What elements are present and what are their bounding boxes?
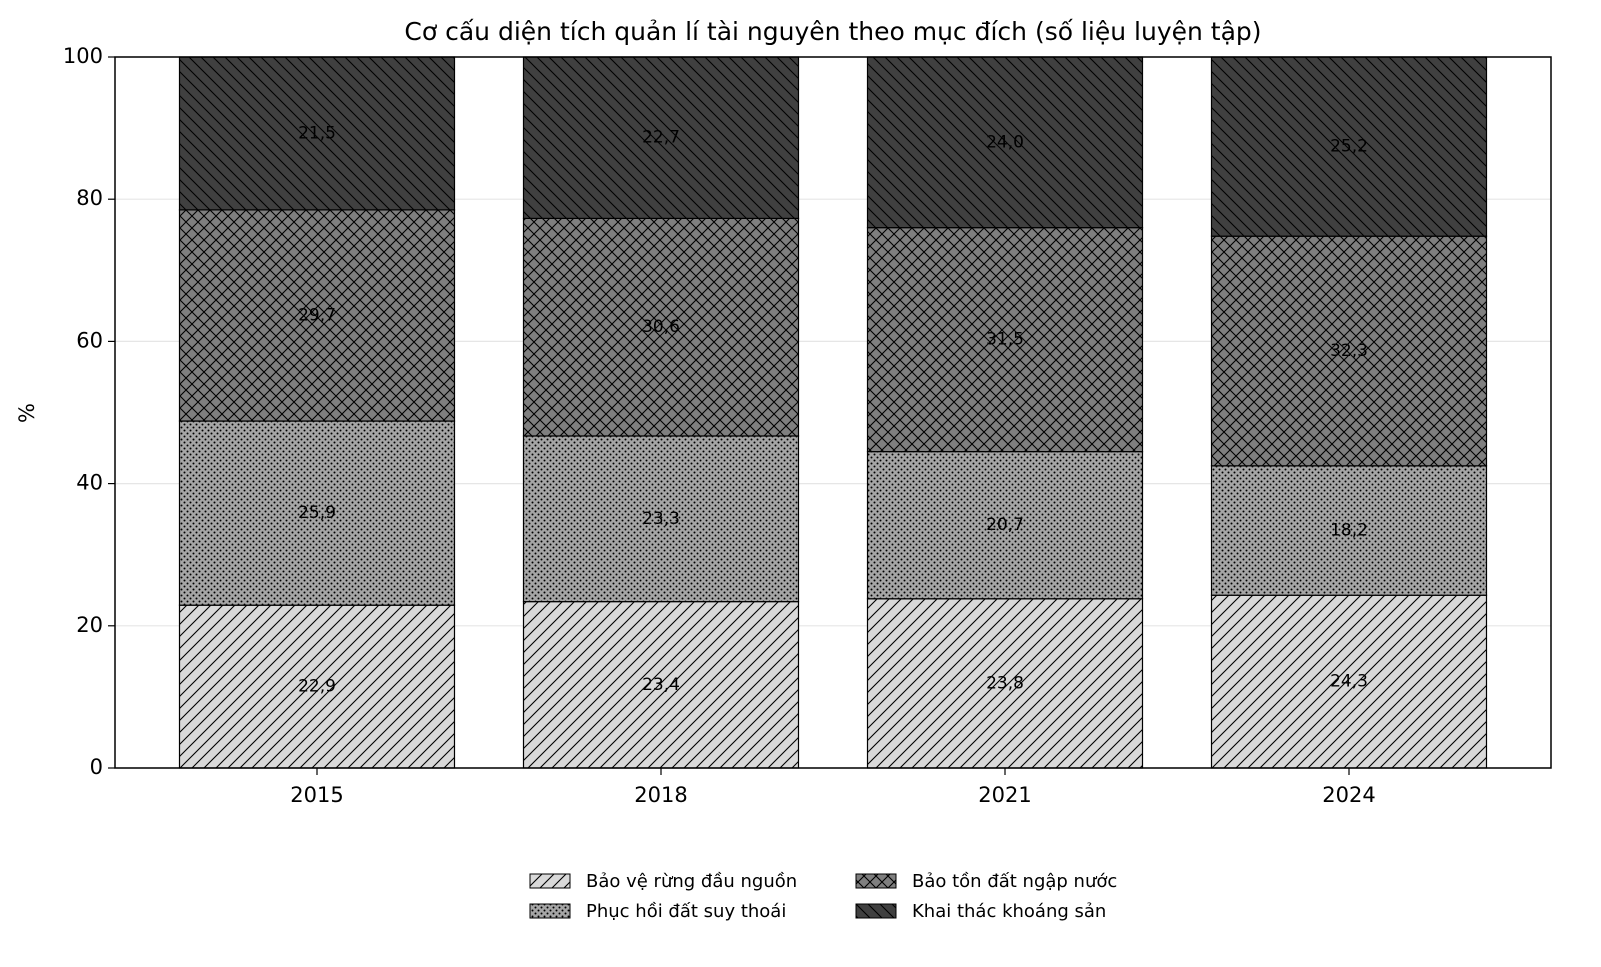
legend-swatch — [855, 903, 897, 919]
bar-segment — [1210, 465, 1488, 596]
x-tick-label: 2024 — [1322, 783, 1375, 807]
y-tick-label: 0 — [90, 755, 103, 779]
bar-segment — [522, 435, 800, 603]
bar-segment — [1210, 56, 1488, 237]
value-label: 23,8 — [986, 673, 1024, 693]
bar-segment — [178, 209, 456, 422]
value-label: 23,4 — [642, 675, 680, 695]
chart-title: Cơ cấu diện tích quản lí tài nguyên theo… — [404, 17, 1261, 46]
legend-swatch — [529, 903, 571, 919]
value-label: 32,3 — [1330, 341, 1368, 361]
value-label: 23,3 — [642, 509, 680, 529]
bar-segment — [178, 604, 456, 769]
y-axis-label: % — [15, 403, 39, 423]
x-tick-label: 2015 — [290, 783, 343, 807]
bar-segment — [866, 451, 1144, 600]
bar-segment — [522, 217, 800, 437]
value-label: 25,9 — [298, 503, 336, 523]
bar-segment — [522, 601, 800, 769]
bars: 22,9 25,9 29,7 21,5 23,4 23,3 30,6 22,7 23,8 20,7… — [178, 56, 1488, 769]
value-label: 22,9 — [298, 677, 336, 697]
bar-segment — [866, 227, 1144, 453]
x-tick-label: 2021 — [978, 783, 1031, 807]
value-label: 25,2 — [1330, 137, 1368, 157]
bar-segment — [522, 56, 800, 219]
value-label: 20,7 — [986, 515, 1024, 535]
legend-label: Phục hồi đất suy thoái — [586, 901, 786, 922]
bar-segment — [1210, 594, 1488, 769]
legend-label: Khai thác khoáng sản — [912, 901, 1106, 922]
legend-label: Bảo vệ rừng đầu nguồn — [586, 871, 797, 892]
y-tick-label: 80 — [76, 186, 103, 210]
value-label: 31,5 — [986, 330, 1024, 350]
bar-segment — [1210, 235, 1488, 467]
y-tick-label: 100 — [63, 44, 103, 68]
value-label: 24,0 — [986, 132, 1024, 152]
x-tick-label: 2018 — [634, 783, 687, 807]
y-tick-label: 20 — [76, 613, 103, 637]
bar-segment — [866, 56, 1144, 229]
value-label: 18,2 — [1330, 521, 1368, 541]
value-label: 21,5 — [298, 123, 336, 143]
value-label: 22,7 — [642, 128, 680, 148]
plot-frame — [114, 56, 1552, 769]
value-label: 30,6 — [642, 317, 680, 337]
legend-label: Bảo tồn đất ngập nước — [912, 871, 1117, 892]
value-label: 24,3 — [1330, 672, 1368, 692]
legend-swatch — [855, 873, 897, 889]
y-tick-label: 40 — [76, 471, 103, 495]
bar-segment — [178, 420, 456, 606]
legend-swatch — [529, 873, 571, 889]
y-tick-label: 60 — [76, 328, 103, 352]
value-label: 29,7 — [298, 305, 336, 325]
